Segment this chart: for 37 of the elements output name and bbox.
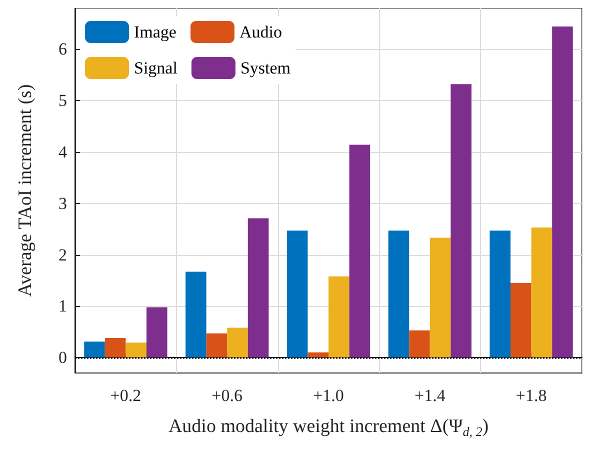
legend-label: Signal (134, 58, 178, 78)
y-tick-label: 1 (58, 296, 67, 316)
x-tick-label: +1.8 (516, 386, 547, 405)
bar (84, 342, 105, 358)
y-tick-label: 4 (58, 142, 68, 162)
bar (227, 328, 248, 358)
legend-label: Image (134, 22, 176, 42)
bar (126, 342, 146, 358)
y-tick-label: 6 (58, 40, 67, 59)
x-tick-label: +0.6 (212, 386, 243, 405)
bar (388, 230, 410, 358)
y-tick-label: 2 (58, 245, 67, 264)
bar (552, 26, 573, 358)
y-tick-label: 5 (58, 91, 67, 110)
bar (349, 144, 370, 358)
bar (104, 338, 126, 358)
bar (308, 352, 328, 358)
bar (328, 276, 350, 358)
bar (531, 228, 552, 358)
bar (146, 307, 168, 358)
legend-label: Audio (239, 22, 282, 42)
y-tick-label: 3 (58, 194, 67, 213)
legend-label: System (240, 58, 291, 78)
bar (186, 272, 206, 358)
bar (490, 230, 511, 358)
y-tick-label: 0 (58, 348, 67, 368)
bar (409, 330, 430, 358)
x-tick-label: +1.0 (313, 386, 344, 405)
y-axis-title: Average TAoI increment (s) (15, 84, 36, 297)
bar (450, 84, 472, 358)
bar (510, 283, 532, 358)
bar (206, 333, 228, 358)
bar (248, 218, 269, 358)
x-tick-label: +0.2 (110, 386, 142, 405)
bar (430, 238, 451, 358)
bar (286, 230, 308, 358)
x-tick-label: +1.4 (414, 386, 446, 405)
